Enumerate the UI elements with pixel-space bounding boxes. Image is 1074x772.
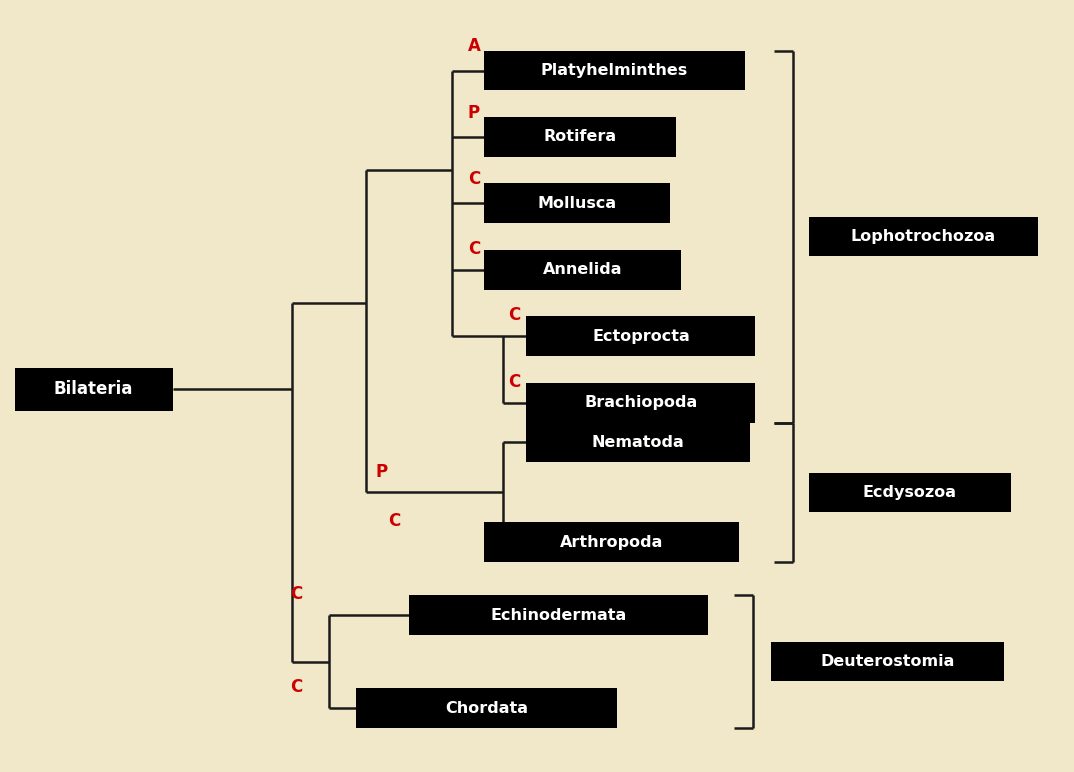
Text: C: C	[388, 512, 400, 530]
FancyBboxPatch shape	[483, 51, 744, 90]
Text: Lophotrochozoa: Lophotrochozoa	[851, 229, 996, 244]
FancyBboxPatch shape	[483, 184, 670, 223]
Text: Mollusca: Mollusca	[537, 196, 616, 211]
Text: C: C	[468, 170, 480, 188]
Text: Nematoda: Nematoda	[592, 435, 684, 450]
FancyBboxPatch shape	[483, 522, 740, 562]
Text: Echinodermata: Echinodermata	[490, 608, 626, 622]
Text: Chordata: Chordata	[445, 700, 528, 716]
Text: C: C	[290, 585, 302, 603]
Text: P: P	[468, 103, 480, 122]
Text: Platyhelminthes: Platyhelminthes	[540, 63, 687, 78]
FancyBboxPatch shape	[355, 688, 616, 728]
FancyBboxPatch shape	[15, 368, 173, 411]
Text: C: C	[468, 240, 480, 258]
FancyBboxPatch shape	[409, 595, 708, 635]
Text: Arthropoda: Arthropoda	[560, 534, 664, 550]
Text: C: C	[508, 306, 521, 324]
Text: Deuterostomia: Deuterostomia	[821, 654, 955, 669]
Text: Ecdysozoa: Ecdysozoa	[863, 485, 957, 499]
FancyBboxPatch shape	[809, 218, 1037, 256]
FancyBboxPatch shape	[483, 250, 681, 290]
Text: P: P	[375, 463, 387, 481]
Text: Rotifera: Rotifera	[543, 130, 616, 144]
FancyBboxPatch shape	[526, 383, 755, 422]
Text: C: C	[290, 678, 302, 696]
Text: Annelida: Annelida	[542, 262, 622, 277]
Text: A: A	[468, 37, 480, 56]
FancyBboxPatch shape	[809, 473, 1012, 512]
FancyBboxPatch shape	[483, 117, 676, 157]
FancyBboxPatch shape	[771, 642, 1004, 681]
Text: Bilateria: Bilateria	[54, 381, 133, 398]
FancyBboxPatch shape	[526, 317, 755, 356]
FancyBboxPatch shape	[526, 422, 750, 462]
Text: C: C	[508, 373, 521, 391]
Text: Brachiopoda: Brachiopoda	[584, 395, 697, 410]
Text: Ectoprocta: Ectoprocta	[592, 329, 690, 344]
